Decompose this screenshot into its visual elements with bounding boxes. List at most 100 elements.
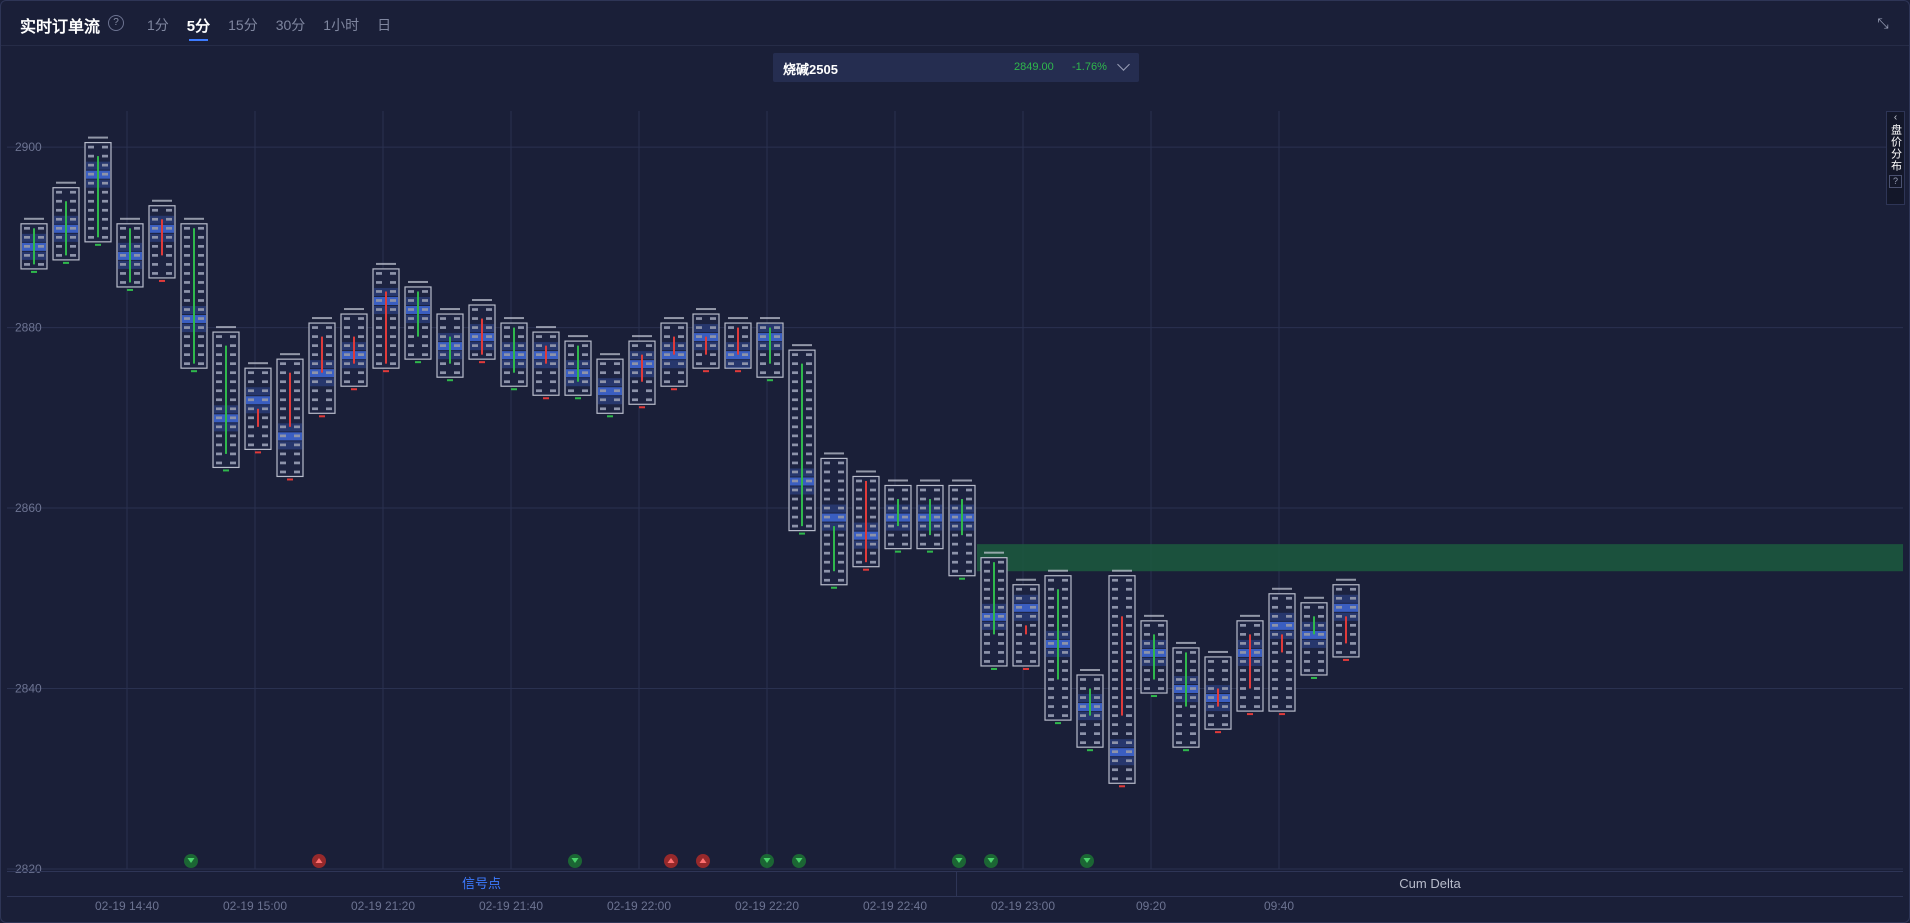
bid-volume-cell (920, 524, 926, 528)
ask-volume-cell (902, 497, 908, 501)
bid-volume-cell (824, 533, 830, 537)
bid-volume-cell (792, 380, 798, 384)
ask-volume-cell (934, 542, 940, 546)
footprint-bar (1236, 614, 1264, 716)
value-area (566, 378, 590, 387)
ask-volume-cell (998, 587, 1004, 591)
bar-header (1144, 614, 1164, 617)
price-distribution-toggle[interactable]: ‹ 盘价分布 ? (1886, 111, 1905, 205)
bid-volume-cell (376, 308, 382, 311)
bid-volume-cell (1112, 705, 1118, 708)
bid-volume-cell (472, 326, 478, 329)
page-title: 实时订单流 (20, 19, 101, 36)
tab-day[interactable]: 日 (377, 17, 392, 33)
ask-volume-cell (198, 263, 204, 266)
ask-volume-cell (102, 190, 108, 194)
bid-volume-cell (920, 506, 926, 510)
bid-volume-cell (824, 470, 830, 474)
ask-volume-cell (1286, 696, 1292, 699)
tab-5min[interactable]: 5分 (187, 15, 210, 41)
bid-volume-cell (376, 281, 382, 284)
bid-volume-cell (88, 235, 94, 239)
bid-volume-cell (952, 569, 958, 573)
footprint-bar (500, 317, 528, 391)
ask-volume-cell (230, 407, 236, 411)
bid-volume-cell (1112, 777, 1118, 781)
tab-15min[interactable]: 15分 (228, 17, 258, 33)
ask-volume-cell (1126, 732, 1132, 735)
bid-volume-cell (760, 371, 766, 375)
ask-volume-cell (806, 452, 812, 456)
x-tick-label: 02-19 22:40 (863, 899, 927, 913)
bid-volume-cell (888, 506, 894, 510)
ask-volume-cell (1286, 596, 1292, 600)
footprint-bar (564, 335, 592, 400)
ask-volume-cell (102, 208, 108, 212)
bid-volume-cell (984, 624, 990, 627)
ask-volume-cell (198, 254, 204, 257)
ask-volume-cell (422, 317, 428, 320)
side-help-icon[interactable]: ? (1889, 175, 1902, 188)
bid-volume-cell (1304, 624, 1310, 627)
bid-volume-cell (1272, 624, 1278, 627)
delta-marker (1151, 695, 1157, 698)
ask-volume-cell (678, 335, 684, 338)
ask-volume-cell (1254, 660, 1260, 663)
bid-volume-cell (216, 335, 222, 338)
tab-signal-points[interactable]: 信号点 (7, 872, 957, 896)
bid-volume-cell (184, 272, 190, 275)
ask-volume-cell (1286, 614, 1292, 618)
tab-1hour[interactable]: 1小时 (323, 17, 360, 33)
bid-volume-cell (1272, 696, 1278, 699)
bid-volume-cell (696, 344, 702, 347)
bid-volume-cell (1272, 596, 1278, 600)
bid-volume-cell (312, 344, 318, 347)
ask-volume-cell (166, 217, 172, 221)
x-tick-label: 02-19 22:20 (735, 899, 799, 913)
header: 实时订单流 ? 1分 5分 15分 30分 1小时 日 ⤡ (1, 1, 1909, 46)
ask-volume-cell (230, 452, 236, 456)
ask-volume-cell (1318, 605, 1324, 609)
ask-volume-cell (1062, 578, 1068, 582)
bid-volume-cell (1176, 723, 1182, 726)
bid-volume-cell (1240, 678, 1246, 681)
ask-volume-cell (966, 542, 972, 546)
bid-volume-cell (1240, 687, 1246, 690)
ask-volume-cell (102, 235, 108, 239)
symbol-selector[interactable]: 烧碱2505 2849.00 -1.76% (773, 53, 1139, 82)
ask-volume-cell (870, 515, 876, 519)
tab-30min[interactable]: 30分 (275, 17, 306, 33)
bid-volume-cell (120, 254, 126, 257)
bid-volume-cell (184, 326, 190, 329)
tab-cum-delta[interactable]: Cum Delta (1399, 876, 1461, 891)
buy-signal-icon (184, 854, 198, 868)
bid-volume-cell (1048, 624, 1054, 627)
ask-volume-cell (326, 371, 332, 375)
bid-volume-cell (1112, 669, 1118, 672)
delta-marker (255, 451, 261, 454)
footprint-bar (1268, 587, 1296, 716)
collapse-arrows-icon[interactable]: ⤡ (1877, 15, 1889, 31)
ask-volume-cell (1190, 651, 1196, 654)
ask-volume-cell (1190, 705, 1196, 708)
help-icon[interactable]: ? (108, 15, 124, 31)
ask-volume-cell (838, 533, 844, 537)
ask-volume-cell (518, 371, 524, 375)
ask-volume-cell (1350, 642, 1356, 645)
ask-volume-cell (1062, 596, 1068, 600)
ask-volume-cell (1190, 669, 1196, 672)
ask-volume-cell (646, 389, 652, 393)
tab-1min[interactable]: 1分 (147, 17, 169, 33)
bid-volume-cell (56, 190, 62, 194)
bid-volume-cell (856, 524, 862, 528)
bid-volume-cell (184, 335, 190, 338)
buy-signal-icon (792, 854, 806, 868)
bid-volume-cell (216, 407, 222, 411)
footprint-bar (1140, 614, 1168, 698)
footprint-bar (1332, 578, 1360, 661)
ask-volume-cell (70, 217, 76, 221)
ask-volume-cell (710, 362, 716, 366)
bid-volume-cell (152, 272, 158, 275)
ask-volume-cell (614, 380, 620, 384)
delta-marker (1183, 749, 1189, 752)
